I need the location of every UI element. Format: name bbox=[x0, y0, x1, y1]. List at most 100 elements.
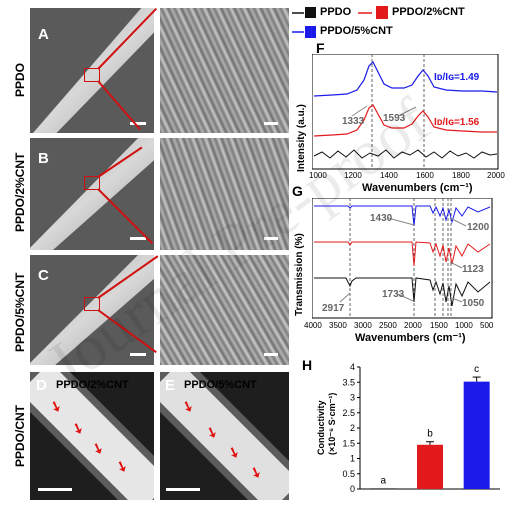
bar-y-tick-label: 2.5 bbox=[342, 408, 355, 418]
row-label-ppdo-5cnt: PPDO/5%CNT bbox=[13, 272, 27, 352]
raman-tick: 1000 bbox=[309, 171, 327, 180]
raman-tick: 1800 bbox=[452, 171, 470, 180]
legend bbox=[292, 6, 388, 38]
scale-bar-b-high bbox=[264, 237, 278, 240]
legend-swatch-ppdo-5cnt bbox=[305, 26, 316, 38]
zoom-box-a bbox=[84, 68, 100, 82]
raman-x-axis-title: Wavenumbers (cm⁻¹) bbox=[362, 182, 473, 194]
panel-letter-g: G bbox=[292, 183, 303, 199]
raman-frame bbox=[312, 54, 499, 170]
raman-curve-ppdo bbox=[313, 149, 498, 159]
ftir-y-axis-title: Transmission (%) bbox=[294, 233, 305, 316]
bar-ppdo-2cnt bbox=[417, 444, 443, 489]
raman-tick: 1600 bbox=[416, 171, 434, 180]
scale-bar-b bbox=[130, 237, 146, 240]
sem-image-b-high bbox=[160, 138, 289, 250]
ftir-arrow-1123 bbox=[449, 261, 463, 269]
sem-image-b-low bbox=[30, 138, 154, 250]
peak-arrow-1593 bbox=[397, 106, 417, 117]
ftir-annotation-1733: 1733 bbox=[382, 289, 405, 300]
bar-y-tick-label: 2 bbox=[350, 423, 355, 433]
raman-annotation-1333: 1333 bbox=[342, 116, 365, 127]
fiber-image bbox=[30, 138, 154, 250]
ftir-tick: 3500 bbox=[329, 321, 347, 330]
bar-y-tick-label: 3.5 bbox=[342, 377, 355, 387]
raman-curve-ppdo-5cnt bbox=[313, 60, 498, 97]
scale-bar-a bbox=[130, 122, 146, 125]
fiber-glow bbox=[30, 372, 154, 500]
ftir-tick: 2500 bbox=[379, 321, 397, 330]
raman-ratio-ppdo-5cnt: Iᴅ/Iɢ=1.49 bbox=[434, 72, 480, 83]
ftir-arrow-1430 bbox=[387, 217, 415, 226]
ftir-curve-ppdo-5cnt bbox=[314, 205, 491, 227]
fiber-glow bbox=[160, 372, 289, 500]
bar-y-tick-label: 1 bbox=[350, 454, 355, 464]
raman-ratio-ppdo-2cnt: Iᴅ/Iɢ=1.56 bbox=[434, 117, 480, 128]
ftir-tick: 2000 bbox=[404, 321, 422, 330]
raman-y-axis-title: Intensity (a.u.) bbox=[296, 104, 307, 172]
raman-x-ticks: 1000 1200 1400 1600 1800 2000 bbox=[305, 171, 506, 183]
raman-tick: 1400 bbox=[380, 171, 398, 180]
bar-y-tick-label: 0.5 bbox=[342, 469, 355, 479]
panel-letter-f: F bbox=[316, 40, 325, 56]
fluorescence-label-d: PPDO/2%CNT bbox=[56, 379, 129, 391]
raman-tick: 2000 bbox=[487, 171, 505, 180]
peak-arrow-1333 bbox=[351, 105, 368, 117]
scale-bar-d bbox=[38, 488, 72, 491]
fluorescence-image-e bbox=[160, 372, 289, 500]
legend-label-ppdo-2cnt: PPDO/2%CNT bbox=[392, 6, 465, 18]
ftir-x-ticks: 4000 3500 3000 2500 2000 1500 1000 500 bbox=[304, 321, 506, 333]
sem-image-c-high bbox=[160, 255, 289, 365]
conductivity-bar-chart: 0 0.5 1 1.5 2 2.5 3 3.5 4 a b c bbox=[342, 362, 500, 494]
bar-ppdo-5cnt bbox=[463, 381, 490, 489]
legend-label-ppdo: PPDO bbox=[320, 6, 352, 18]
ftir-tick: 1500 bbox=[430, 321, 448, 330]
panel-letter-d: D bbox=[36, 377, 47, 394]
row-label-ppdo-cnt: PPDO/CNT bbox=[13, 404, 27, 467]
scale-bar-e bbox=[166, 488, 200, 491]
ftir-curve-ppdo-2cnt bbox=[314, 241, 491, 267]
ftir-frame bbox=[312, 198, 493, 319]
ftir-arrow-1733 bbox=[397, 293, 414, 302]
bar-y-tick-label: 1.5 bbox=[342, 438, 355, 448]
ftir-tick: 3000 bbox=[354, 321, 372, 330]
row-label-ppdo: PPDO bbox=[13, 62, 27, 97]
scale-bar-c-high bbox=[264, 353, 278, 356]
ftir-arrow-1050 bbox=[451, 297, 463, 303]
scale-bar-a-high bbox=[264, 122, 278, 125]
zoom-box-b bbox=[84, 176, 100, 190]
ftir-tick: 500 bbox=[480, 321, 494, 330]
significance-letter: b bbox=[427, 429, 433, 440]
bar-y-tick-label: 0 bbox=[350, 484, 355, 494]
bar-ppdo bbox=[370, 488, 397, 489]
ftir-arrow-1200 bbox=[449, 217, 467, 227]
ftir-x-axis-title: Wavenumbers (cm⁻¹) bbox=[355, 332, 466, 344]
legend-label-ppdo-5cnt: PPDO/5%CNT bbox=[320, 25, 393, 37]
significance-letter: c bbox=[474, 364, 479, 375]
panel-letter-b: B bbox=[38, 150, 49, 167]
ftir-annotation-1200: 1200 bbox=[467, 222, 490, 233]
ftir-curve-ppdo bbox=[314, 277, 491, 307]
legend-swatch-ppdo-2cnt bbox=[376, 6, 388, 19]
fluorescence-label-e: PPDO/5%CNT bbox=[184, 379, 257, 391]
ftir-tick: 1000 bbox=[455, 321, 473, 330]
ftir-arrow-2917 bbox=[339, 292, 351, 303]
raman-spectra bbox=[312, 54, 499, 170]
ftir-tick: 4000 bbox=[304, 321, 322, 330]
ftir-annotation-2917: 2917 bbox=[322, 303, 345, 314]
panel-letter-e: E bbox=[165, 377, 176, 394]
raman-tick: 1200 bbox=[344, 171, 362, 180]
sem-image-a-high bbox=[160, 8, 289, 133]
bar-y-tick-label: 4 bbox=[350, 362, 355, 372]
raman-curve-ppdo-2cnt bbox=[313, 104, 497, 137]
significance-letter: a bbox=[381, 475, 387, 486]
bar-y-tick-label: 3 bbox=[350, 393, 355, 403]
legend-swatch-ppdo bbox=[305, 7, 316, 18]
ftir-annotation-1123: 1123 bbox=[462, 264, 484, 275]
panel-letter-c: C bbox=[38, 267, 49, 284]
ftir-annotation-1430: 1430 bbox=[370, 213, 393, 224]
scale-bar-c bbox=[130, 353, 146, 356]
raman-annotation-1593: 1593 bbox=[383, 113, 406, 124]
zoom-box-c bbox=[84, 297, 100, 311]
panel-letter-h: H bbox=[302, 357, 313, 373]
